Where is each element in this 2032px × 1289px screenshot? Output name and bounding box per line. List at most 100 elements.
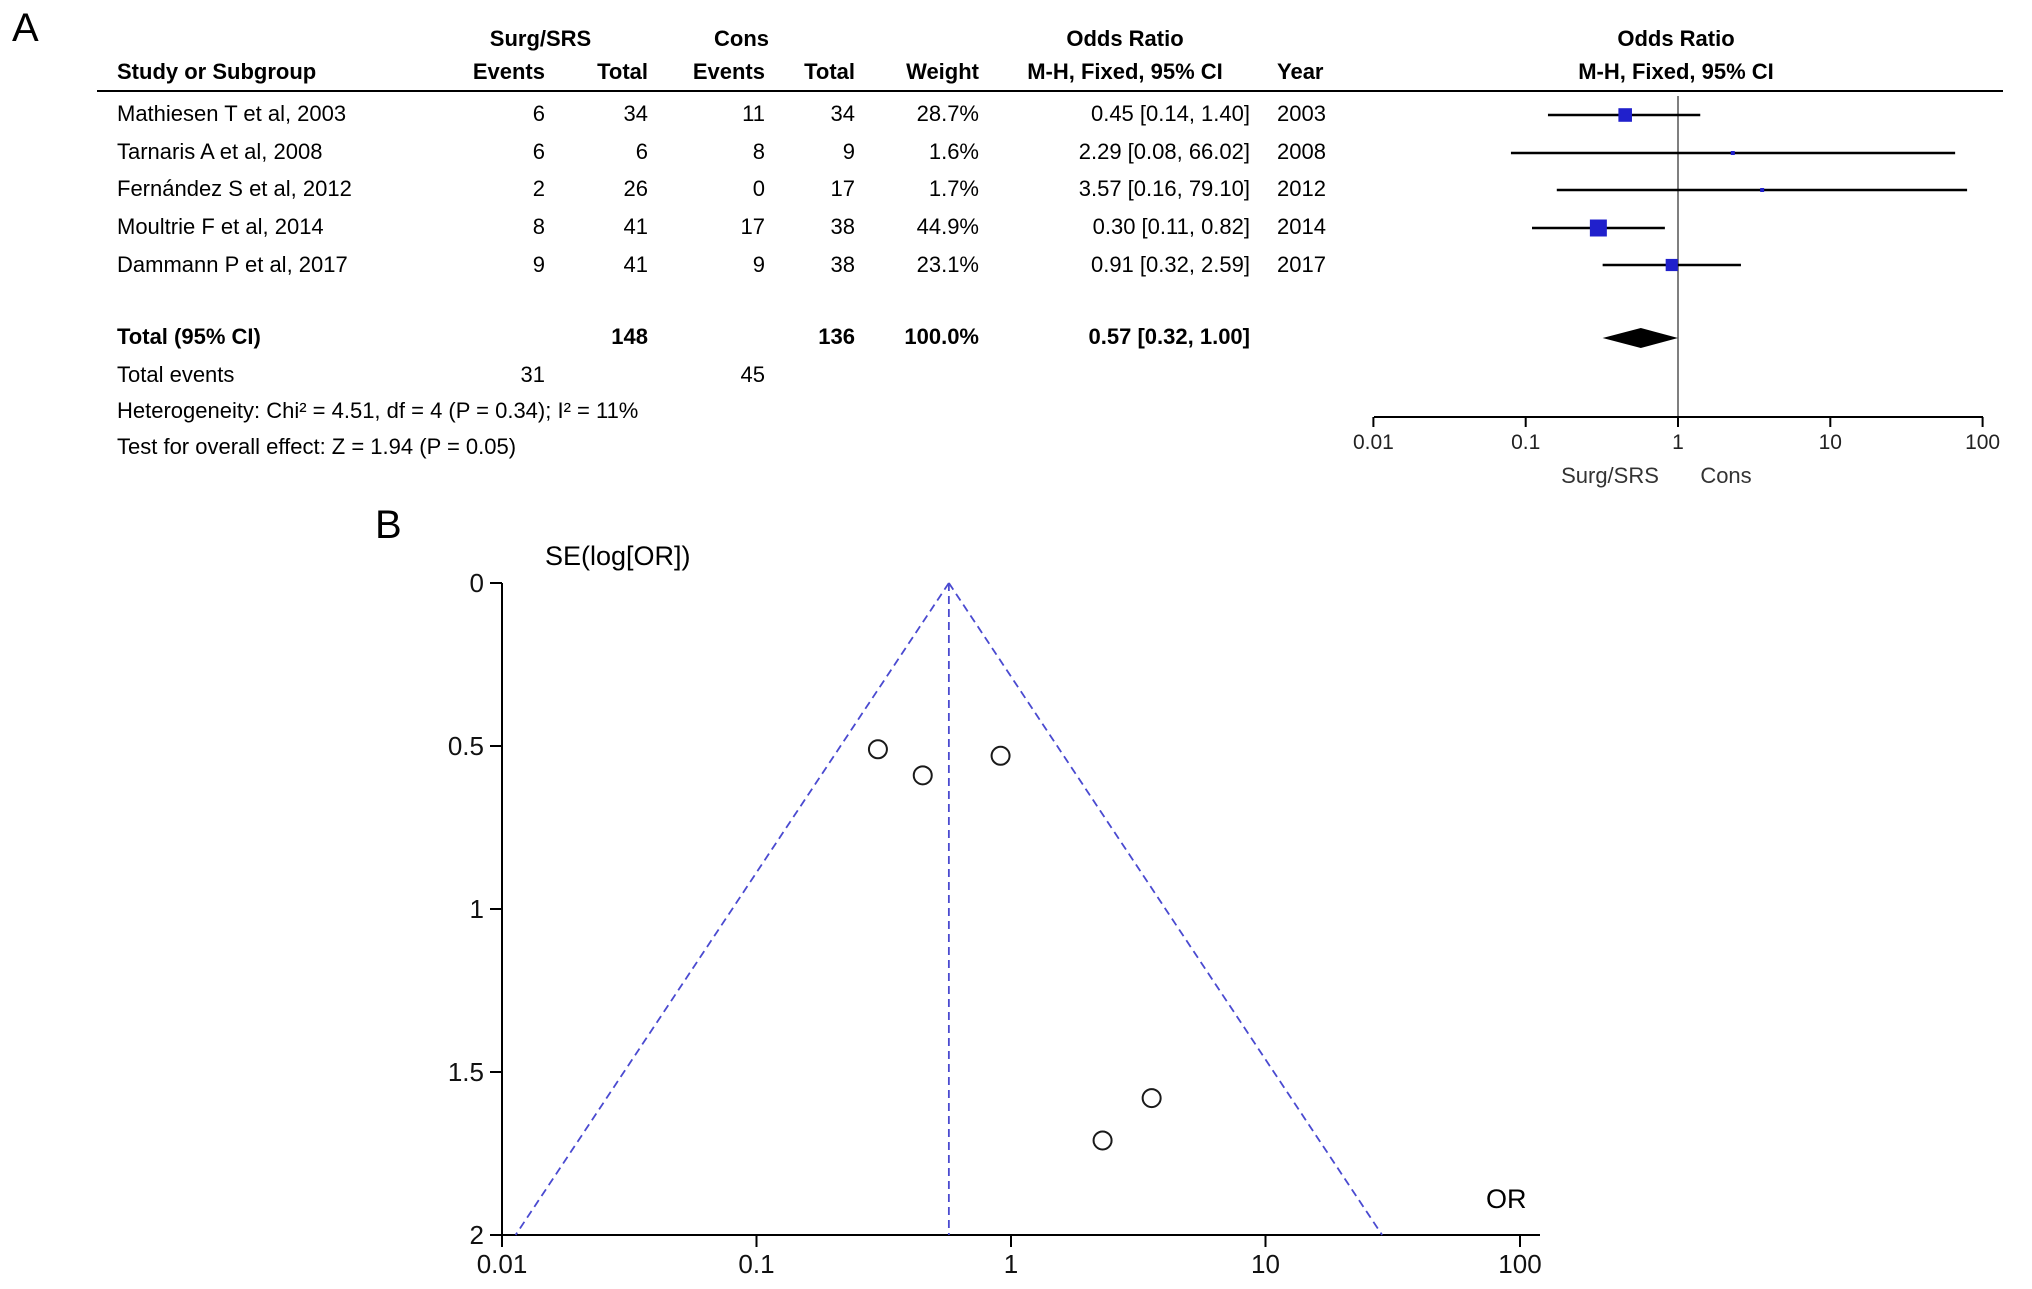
- cell-events-surg: 6: [532, 101, 545, 126]
- col-group-surg-srs: Surg/SRS: [489, 26, 592, 51]
- funnel-x-tick-label: 100: [1498, 1249, 1541, 1279]
- funnel-y-axis-label: SE(log[OR]): [545, 541, 691, 571]
- total-events-label: Total events: [117, 362, 235, 387]
- forest-x-tick-label: 1: [1672, 431, 1684, 454]
- cell-total-cons: 9: [842, 139, 855, 164]
- cell-year: 2017: [1277, 252, 1326, 277]
- total-weight-value: 100.0%: [904, 324, 979, 349]
- cell-events-cons: 0: [752, 176, 765, 201]
- funnel-y-tick-label: 2: [470, 1220, 484, 1250]
- col-header-method-ci: M-H, Fixed, 95% CI: [1027, 59, 1223, 84]
- cell-total-cons: 38: [830, 252, 855, 277]
- col-header-events-cons: Events: [692, 59, 765, 84]
- funnel-boundary-left: [514, 582, 950, 1236]
- col-header-study: Study or Subgroup: [117, 59, 317, 84]
- study-point: [1141, 1088, 1162, 1109]
- study-point: [912, 765, 933, 786]
- cell-or-ci: 3.57 [0.16, 79.10]: [1078, 176, 1250, 201]
- cell-events-cons: 11: [742, 101, 765, 126]
- cell-weight: 28.7%: [916, 101, 979, 126]
- col-header-weight: Weight: [906, 59, 979, 84]
- total-or-ci-value: 0.57 [0.32, 1.00]: [1088, 324, 1250, 349]
- cell-events-surg: 9: [532, 252, 545, 277]
- cell-total-surg: 41: [623, 214, 648, 239]
- cell-total-surg: 34: [623, 101, 648, 126]
- forest-x-tick-label: 0.01: [1353, 431, 1394, 454]
- col-header-total-surg: Total: [597, 59, 648, 84]
- cell-events-surg: 8: [532, 214, 545, 239]
- col-group-cons: Cons: [714, 26, 769, 51]
- study-rows: Mathiesen T et al, 2003 6 34 11 34 28.7% 0.45 …: [0, 0, 2032, 500]
- cell-study-name: Mathiesen T et al, 2003: [117, 101, 347, 126]
- weight-square: [1730, 151, 1735, 155]
- cell-events-cons: 17: [740, 214, 765, 239]
- weight-square: [1618, 108, 1632, 122]
- col-header-year: Year: [1277, 59, 1324, 84]
- total-surg-value: 148: [611, 324, 648, 349]
- cell-weight: 1.7%: [928, 176, 979, 201]
- cell-events-surg: 6: [532, 139, 545, 164]
- cell-year: 2008: [1277, 139, 1326, 164]
- cell-study-name: Dammann P et al, 2017: [117, 252, 348, 277]
- total-row-label: Total (95% CI): [117, 324, 261, 349]
- col-header-events-surg: Events: [472, 59, 545, 84]
- cell-total-cons: 34: [830, 101, 855, 126]
- cell-study-name: Tarnaris A et al, 2008: [117, 139, 323, 164]
- cell-events-cons: 8: [752, 139, 765, 164]
- study-point: [1092, 1130, 1113, 1151]
- total-events-surg: 31: [520, 362, 545, 387]
- plot-title-odds-ratio: Odds Ratio: [1617, 26, 1735, 51]
- cell-or-ci: 2.29 [0.08, 66.02]: [1078, 139, 1250, 164]
- cell-year: 2014: [1277, 214, 1326, 239]
- funnel-x-tick-label: 10: [1251, 1249, 1280, 1279]
- funnel-x-tick-label: 0.1: [738, 1249, 774, 1279]
- cell-or-ci: 0.91 [0.32, 2.59]: [1090, 252, 1250, 277]
- cell-total-surg: 6: [635, 139, 648, 164]
- weight-square: [1665, 258, 1678, 272]
- funnel-plot: 0 0.5 1 1.5 20.01 0.1 1 10 100: [448, 568, 1542, 1279]
- forest-x-tick-label: 0.1: [1511, 431, 1540, 454]
- cell-weight: 44.9%: [916, 214, 979, 239]
- funnel-y-tick-label: 1.5: [448, 1057, 484, 1087]
- header-rule: [97, 90, 2003, 92]
- plot-subtitle-method-ci: M-H, Fixed, 95% CI: [1578, 59, 1774, 84]
- cell-or-ci: 0.30 [0.11, 0.82]: [1092, 214, 1250, 239]
- cell-weight: 1.6%: [928, 139, 979, 164]
- heterogeneity-note: Heterogeneity: Chi² = 4.51, df = 4 (P = …: [117, 398, 639, 423]
- forest-x-tick-label: 10: [1819, 431, 1842, 454]
- cell-total-cons: 17: [830, 176, 855, 201]
- funnel-x-tick-label: 0.01: [477, 1249, 528, 1279]
- cell-study-name: Fernández S et al, 2012: [117, 176, 352, 201]
- study-point: [867, 739, 888, 760]
- forest-x-tick-label: 100: [1965, 431, 2000, 454]
- overall-effect-note: Test for overall effect: Z = 1.94 (P = 0…: [117, 434, 517, 459]
- total-events-cons: 45: [740, 362, 765, 387]
- weight-square: [1589, 219, 1607, 237]
- funnel-y-tick-label: 0: [470, 568, 484, 598]
- col-header-total-cons: Total: [804, 59, 855, 84]
- funnel-x-tick-label: 1: [1004, 1249, 1018, 1279]
- cell-study-name: Moultrie F et al, 2014: [117, 214, 324, 239]
- favours-right-label: Cons: [1700, 463, 1751, 488]
- weight-square: [1760, 188, 1765, 192]
- funnel-y-tick-label: 0.5: [448, 731, 484, 761]
- panel-a-label: A: [12, 6, 39, 50]
- cell-year: 2012: [1277, 176, 1326, 201]
- cell-weight: 23.1%: [916, 252, 979, 277]
- cell-events-cons: 9: [752, 252, 765, 277]
- cell-total-surg: 41: [623, 252, 648, 277]
- cell-year: 2003: [1277, 101, 1326, 126]
- funnel-y-tick-label: 1: [470, 894, 484, 924]
- panel-b-label: B: [375, 503, 402, 547]
- funnel-boundary-right: [948, 582, 1383, 1236]
- cell-total-cons: 38: [830, 214, 855, 239]
- funnel-x-axis-label: OR: [1486, 1184, 1527, 1214]
- favours-left-label: Surg/SRS: [1561, 463, 1659, 488]
- study-point: [990, 745, 1011, 766]
- total-cons-value: 136: [818, 324, 855, 349]
- cell-total-surg: 26: [623, 176, 648, 201]
- cell-events-surg: 2: [532, 176, 545, 201]
- cell-or-ci: 0.45 [0.14, 1.40]: [1090, 101, 1250, 126]
- pooled-diamond: [1602, 328, 1678, 348]
